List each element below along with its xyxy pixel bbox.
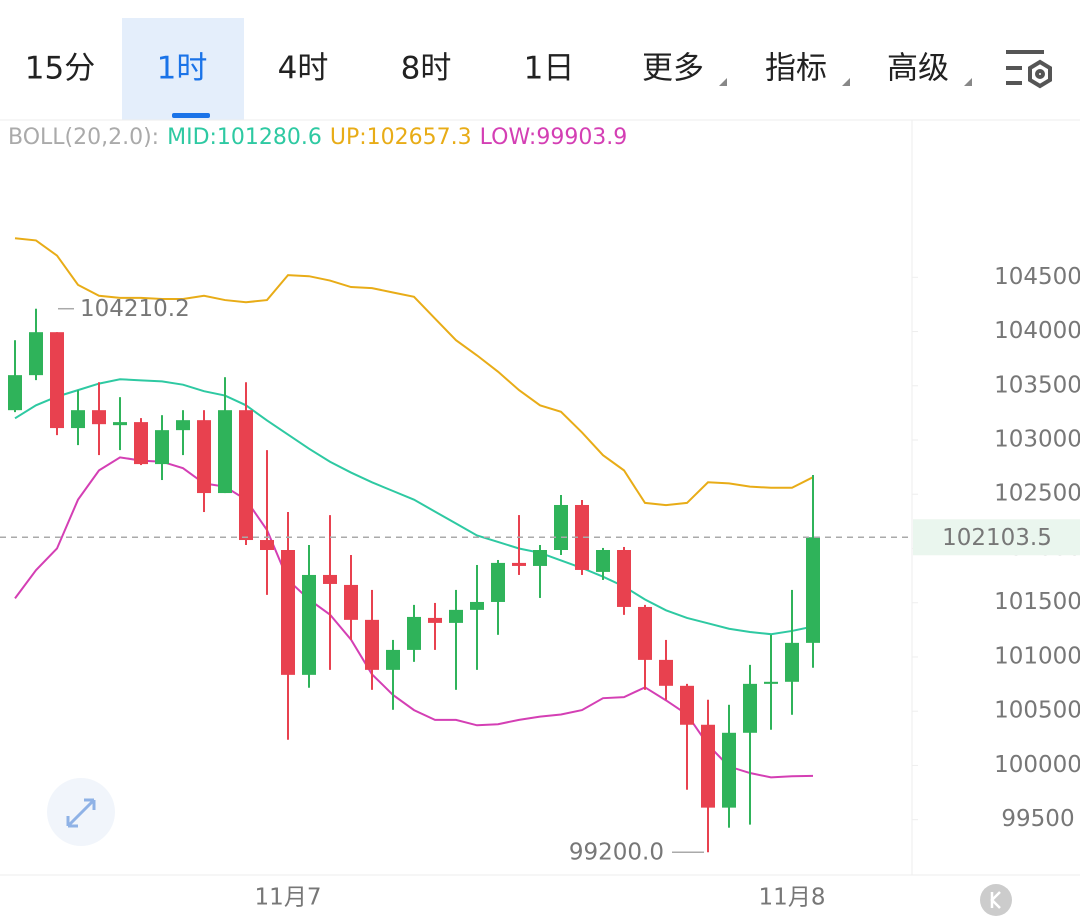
candle-body [302, 574, 316, 675]
dropdown-marker [964, 78, 972, 86]
y-tick-label: 101000 [994, 643, 1080, 669]
tab[interactable]: 4时 [278, 51, 329, 87]
y-tick-label: 100500 [994, 698, 1080, 724]
candle-body [596, 550, 610, 572]
candle-body [554, 504, 568, 551]
candle-body [638, 606, 652, 660]
y-tick-label: 104500 [994, 264, 1080, 290]
candle-body [743, 683, 757, 733]
candle-body [134, 422, 148, 465]
candle-body [218, 410, 232, 494]
candle-body [428, 617, 442, 623]
candle-body [491, 562, 505, 602]
candle-body [50, 332, 64, 429]
y-tick-label: 103500 [994, 372, 1080, 398]
candle-body [680, 685, 694, 725]
settings-icon[interactable] [1006, 50, 1052, 89]
legend-entry: LOW:99903.9 [480, 125, 628, 150]
candle-body [323, 574, 337, 584]
candle-body [701, 724, 715, 808]
plot-area: 9950010000010050010100010150010200010250… [0, 125, 1080, 911]
y-tick-label: 99500 [1001, 806, 1074, 832]
y-tick-label: 102500 [994, 481, 1080, 507]
candle-body [659, 659, 673, 686]
boll-line [14, 237, 814, 507]
candle-body [281, 550, 295, 675]
reset-button[interactable] [980, 884, 1012, 916]
x-tick-label: 11月8 [759, 885, 826, 911]
candle-body [197, 420, 211, 494]
candle-body [617, 550, 631, 607]
timeframe-tabs: 15分 1时 4时 8时 1日 更多 指标 高级 [25, 51, 972, 87]
min-label: 99200.0 [569, 840, 664, 866]
candle-body [533, 550, 547, 566]
boll-line [14, 378, 814, 636]
candle-body [344, 584, 358, 620]
candle-body [470, 601, 484, 610]
last-price-tag [913, 519, 1080, 556]
legend-entry: MID:101280.6 [167, 125, 322, 150]
dropdown-marker [719, 78, 727, 86]
tab[interactable]: 1时 [157, 51, 208, 87]
candle-body [785, 642, 799, 682]
candle-body [155, 430, 169, 465]
expand-button[interactable] [47, 778, 115, 846]
tab[interactable]: 高级 [887, 51, 949, 87]
candle-body [575, 504, 589, 570]
candle-body [722, 732, 736, 808]
legend-entry: UP:102657.3 [330, 125, 472, 150]
candle-body [386, 649, 400, 670]
y-tick-label: 101500 [994, 589, 1080, 615]
tab[interactable]: 指标 [765, 51, 827, 87]
candle-body [92, 410, 106, 425]
tab[interactable]: 更多 [642, 51, 704, 87]
candle-body [512, 562, 526, 566]
indicator-label: BOLL(20,2.0): [8, 125, 159, 150]
candle-body [176, 420, 190, 431]
tab[interactable]: 1日 [524, 51, 575, 87]
candle-body [239, 410, 253, 541]
candle-body [113, 422, 127, 426]
y-tick-label: 104000 [994, 318, 1080, 344]
candle-body [8, 375, 22, 411]
x-tick-label: 11月7 [255, 885, 322, 911]
candle-body [29, 332, 43, 376]
tab[interactable]: 15分 [25, 51, 95, 87]
y-tick-label: 103000 [994, 427, 1080, 453]
selected-tab-bg [122, 18, 244, 120]
dropdown-marker [842, 78, 850, 86]
tab[interactable]: 8时 [401, 51, 452, 87]
candle-body [71, 410, 85, 429]
selected-tab-indicator [172, 113, 210, 118]
y-tick-label: 100000 [994, 752, 1080, 778]
candle-body [764, 681, 778, 684]
last-price-label: 102103.5 [942, 525, 1052, 551]
candle-body [260, 540, 274, 551]
candle-body [449, 609, 463, 623]
max-label: 104210.2 [80, 296, 190, 322]
candle-body [407, 616, 421, 650]
candle-body [806, 537, 820, 643]
candle-body [365, 619, 379, 670]
